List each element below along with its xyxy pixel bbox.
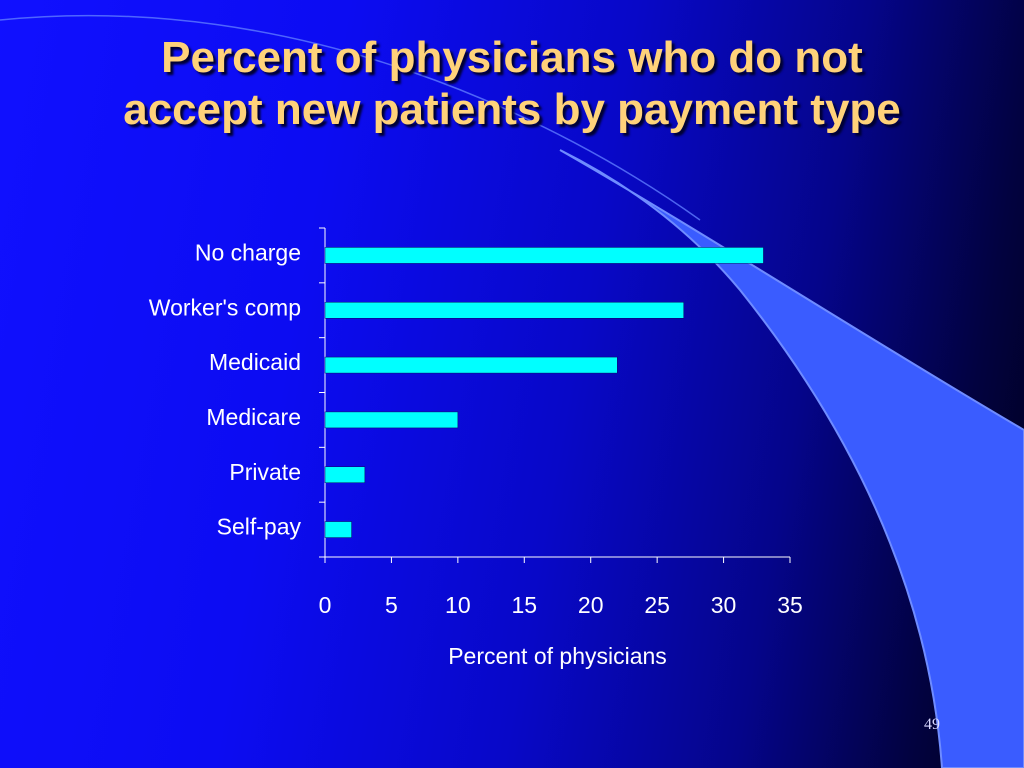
bar: [324, 466, 366, 483]
bar: [324, 521, 352, 538]
slide-title: Percent of physicians who do not accept …: [0, 32, 1024, 136]
swoosh-shape: [559, 149, 1024, 768]
category-label: Medicare: [206, 404, 301, 430]
category-label: Private: [229, 459, 301, 485]
category-label: No charge: [195, 239, 301, 265]
slide-title-line-1: Percent of physicians who do not: [161, 33, 863, 82]
bar: [324, 247, 764, 264]
x-tick-label: 30: [711, 592, 737, 618]
x-axis-title: Percent of physicians: [448, 643, 667, 669]
category-label: Medicaid: [209, 349, 301, 375]
x-tick-label: 0: [319, 592, 332, 618]
x-tick-label: 20: [578, 592, 604, 618]
swoosh-line: [0, 14, 701, 221]
bar: [324, 302, 684, 319]
category-label: Worker's comp: [149, 294, 301, 320]
x-tick-label: 10: [445, 592, 471, 618]
category-label: Self-pay: [217, 514, 302, 540]
slide-title-line-2: accept new patients by payment type: [123, 85, 901, 134]
x-tick-label: 15: [511, 592, 537, 618]
x-tick-label: 25: [644, 592, 670, 618]
x-tick-label: 5: [385, 592, 398, 618]
slide-number: 49: [924, 716, 940, 733]
bar: [324, 356, 618, 374]
x-tick-label: 35: [777, 592, 803, 618]
bar: [324, 411, 459, 429]
